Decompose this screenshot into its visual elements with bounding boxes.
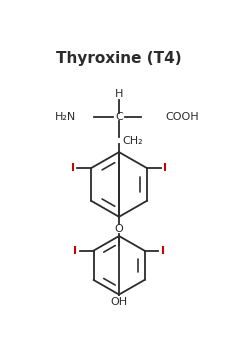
Text: I: I xyxy=(73,246,77,256)
Text: O: O xyxy=(115,224,123,234)
Text: COOH: COOH xyxy=(165,112,199,122)
Text: I: I xyxy=(161,246,165,256)
Text: C: C xyxy=(115,112,123,122)
Text: OH: OH xyxy=(110,297,128,307)
Text: I: I xyxy=(71,163,75,173)
Text: Thyroxine (T4): Thyroxine (T4) xyxy=(56,51,182,66)
Text: I: I xyxy=(164,163,168,173)
Text: H₂N: H₂N xyxy=(54,112,76,122)
Text: H: H xyxy=(115,89,123,99)
Text: CH₂: CH₂ xyxy=(122,135,143,146)
